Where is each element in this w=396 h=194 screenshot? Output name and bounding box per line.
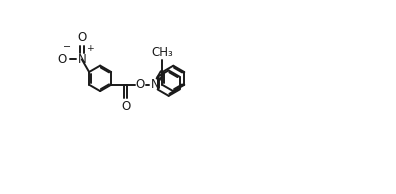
Text: O: O — [121, 100, 130, 113]
Text: CH₃: CH₃ — [151, 46, 173, 59]
Text: N: N — [78, 53, 86, 66]
Text: O: O — [57, 53, 67, 66]
Text: N: N — [150, 78, 159, 91]
Text: O: O — [136, 78, 145, 91]
Text: −: − — [63, 42, 71, 52]
Text: O: O — [77, 31, 86, 44]
Text: +: + — [86, 43, 94, 53]
